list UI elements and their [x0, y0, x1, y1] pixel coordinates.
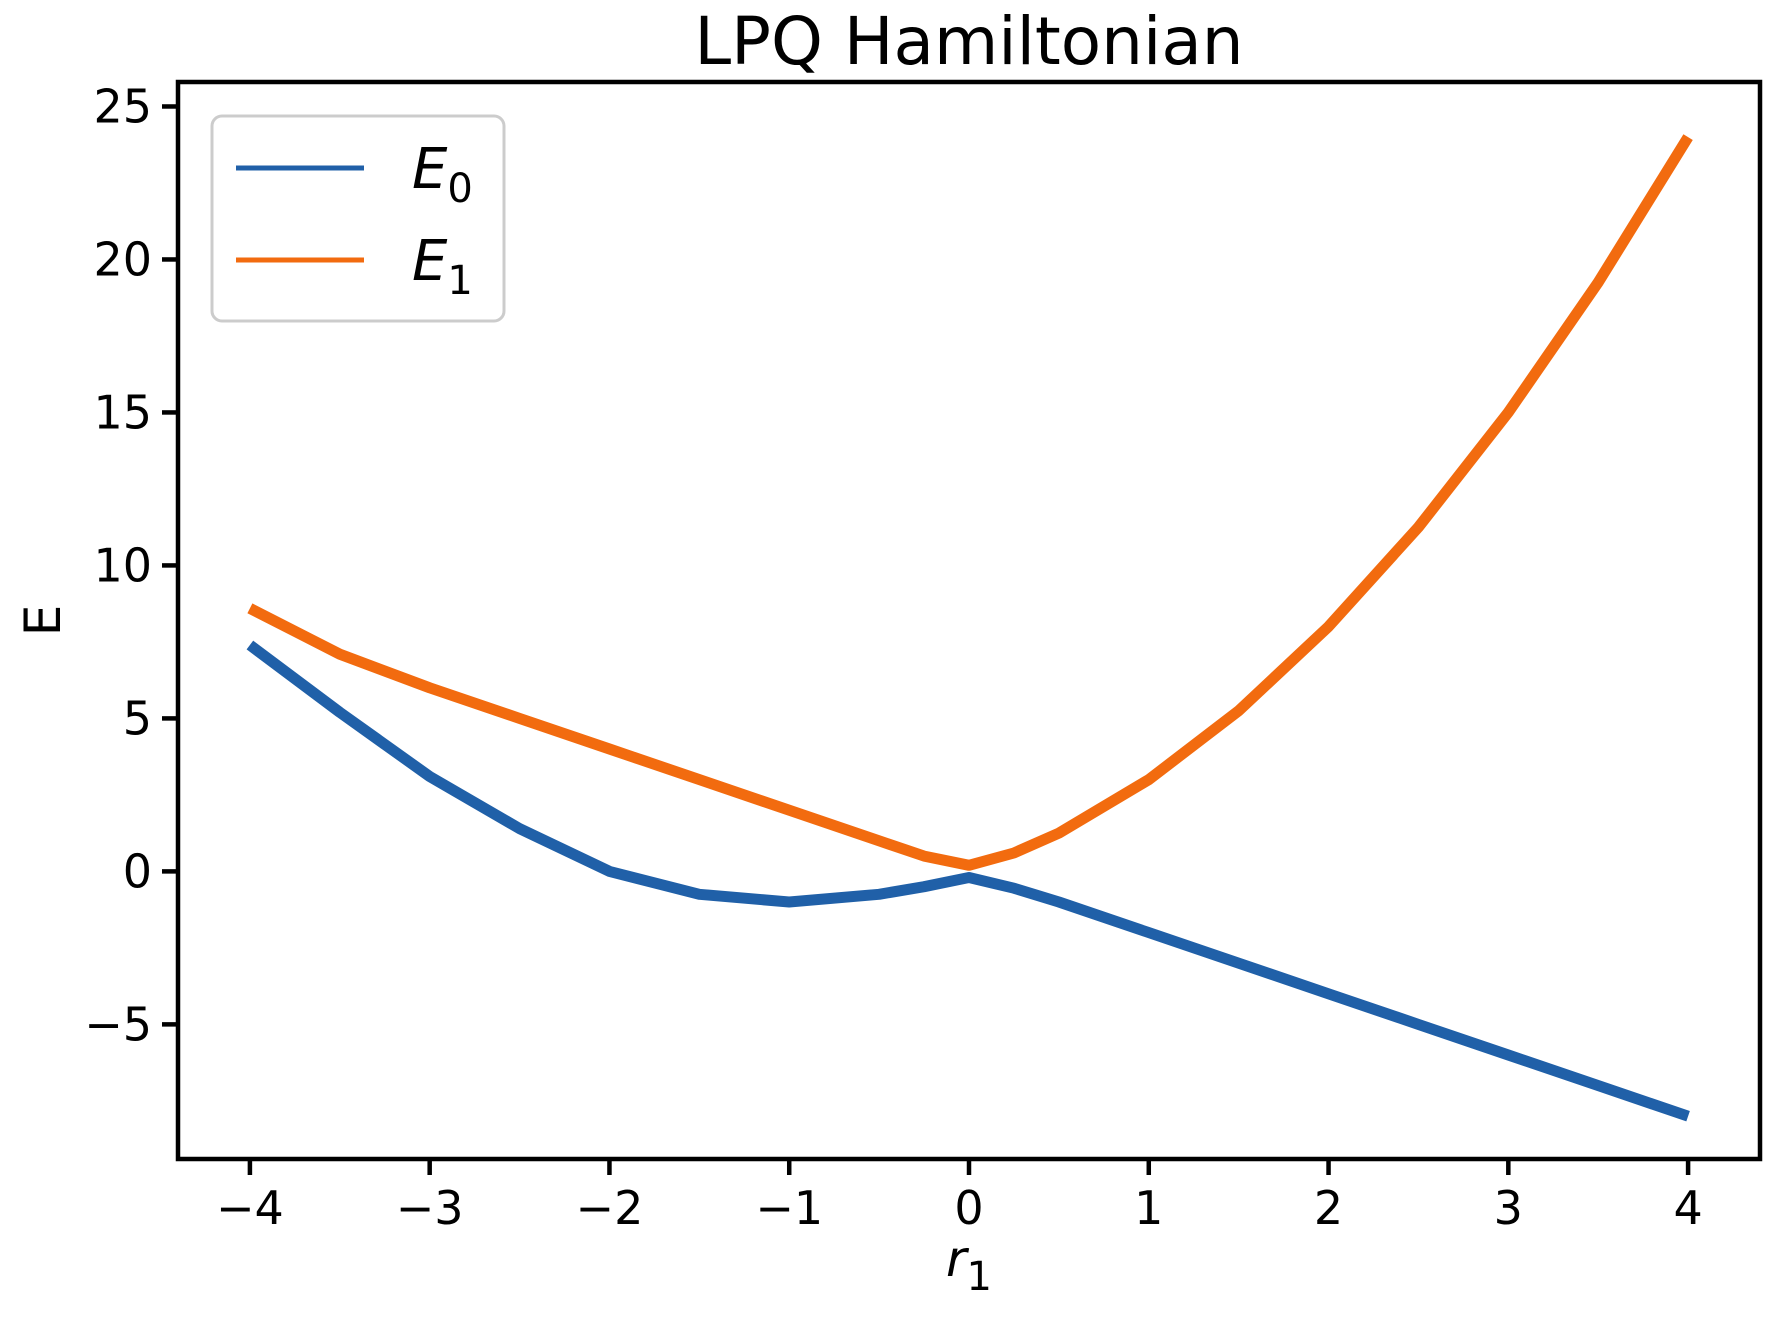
y-tick-label: 5: [123, 691, 152, 745]
x-tick-label: 3: [1494, 1181, 1523, 1235]
x-tick-label: −4: [216, 1181, 284, 1235]
x-tick-label: 4: [1673, 1181, 1702, 1235]
y-tick-label: 20: [93, 232, 152, 286]
plot-frame: [175, 79, 1763, 1162]
legend-label-0: E0: [412, 137, 473, 212]
chart-title: LPQ Hamiltonian: [694, 3, 1243, 80]
y-tick-label: 0: [123, 844, 152, 898]
x-tick-label: 1: [1134, 1181, 1163, 1235]
x-tick-label: −1: [755, 1181, 823, 1235]
x-tick-label: 2: [1314, 1181, 1343, 1235]
x-axis-label-main: r: [946, 1230, 970, 1288]
y-tick-label: 10: [93, 538, 152, 592]
series-line-1: [247, 134, 1693, 871]
y-tick-label: 15: [93, 385, 152, 439]
x-axis-label-subscript: 1: [967, 1254, 992, 1300]
y-tick-label: −5: [84, 997, 152, 1051]
x-tick-label: −3: [396, 1181, 464, 1235]
x-axis-label: r1: [946, 1230, 992, 1300]
series-layer: [246, 134, 1693, 1122]
legend-label-1: E1: [412, 229, 473, 304]
tick-layer: −4 −3 −2 −1 0 1 2 3 4 −5 0 5 10 15 20 25: [84, 79, 1703, 1235]
series-line-0: [246, 640, 1690, 1122]
y-axis-label: E: [14, 605, 72, 637]
x-tick-label: 0: [954, 1181, 983, 1235]
x-tick-label: −2: [576, 1181, 644, 1235]
y-tick-label: 25: [93, 79, 152, 133]
